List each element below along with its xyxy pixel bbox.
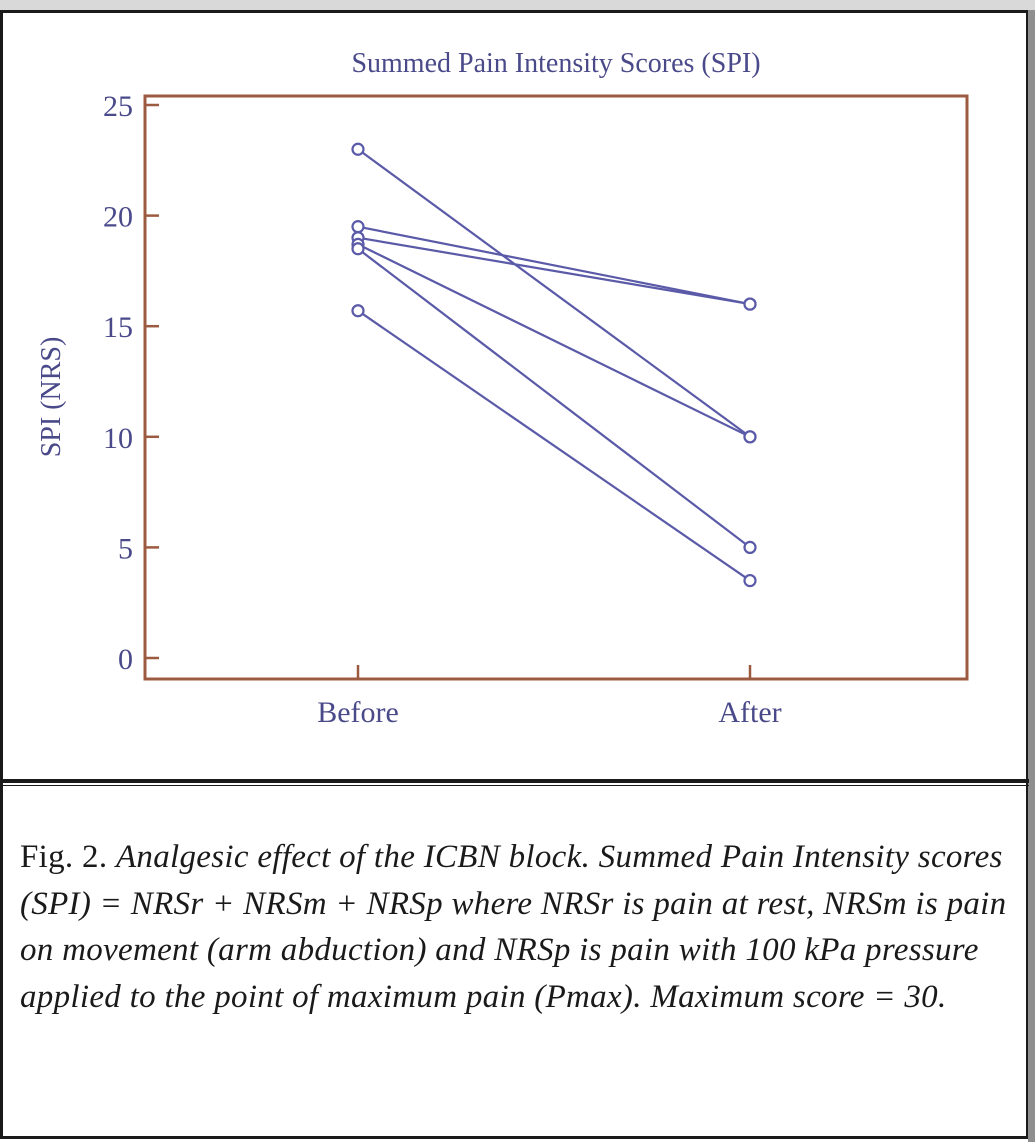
caption-text: Analgesic effect of the ICBN block. Summ… [20, 839, 1007, 1015]
y-tick-label: 5 [118, 532, 133, 565]
frame-shadow [1028, 10, 1035, 1142]
x-tick-label: Before [317, 696, 399, 729]
data-point [743, 430, 757, 444]
y-tick-label: 15 [103, 311, 133, 344]
data-point [351, 242, 365, 256]
chart: Summed Pain Intensity Scores (SPI) SPI (… [36, 48, 969, 729]
chart-title: Summed Pain Intensity Scores (SPI) [351, 48, 760, 79]
plot-frame [143, 94, 969, 681]
data-point [743, 297, 757, 311]
series-line [357, 309, 751, 582]
series-line [357, 225, 751, 306]
figure-frame [0, 10, 1029, 1139]
data-point [351, 304, 365, 318]
data-point [351, 220, 365, 234]
caption-divider-thin [0, 785, 1029, 786]
series-line [357, 236, 751, 306]
data-point [351, 142, 365, 156]
x-tick-label: After [718, 696, 781, 729]
y-tick-label: 25 [103, 90, 133, 123]
series-line [357, 243, 751, 438]
y-tick-label: 10 [103, 422, 133, 455]
caption-divider [0, 779, 1029, 783]
top-strip [0, 0, 1035, 12]
data-point [743, 540, 757, 555]
y-axis-label: SPI (NRS) [36, 337, 67, 458]
y-tick-label: 20 [103, 201, 133, 234]
plot-area: 0 5 10 15 20 25 Before After [103, 90, 969, 729]
series-line [357, 148, 751, 438]
y-tick-label: 0 [118, 643, 133, 676]
series-line [357, 247, 751, 549]
data-point [743, 573, 757, 588]
caption-label: Fig. 2. [20, 839, 108, 875]
figure-caption: Fig. 2. Analgesic effect of the ICBN blo… [20, 834, 1010, 1020]
